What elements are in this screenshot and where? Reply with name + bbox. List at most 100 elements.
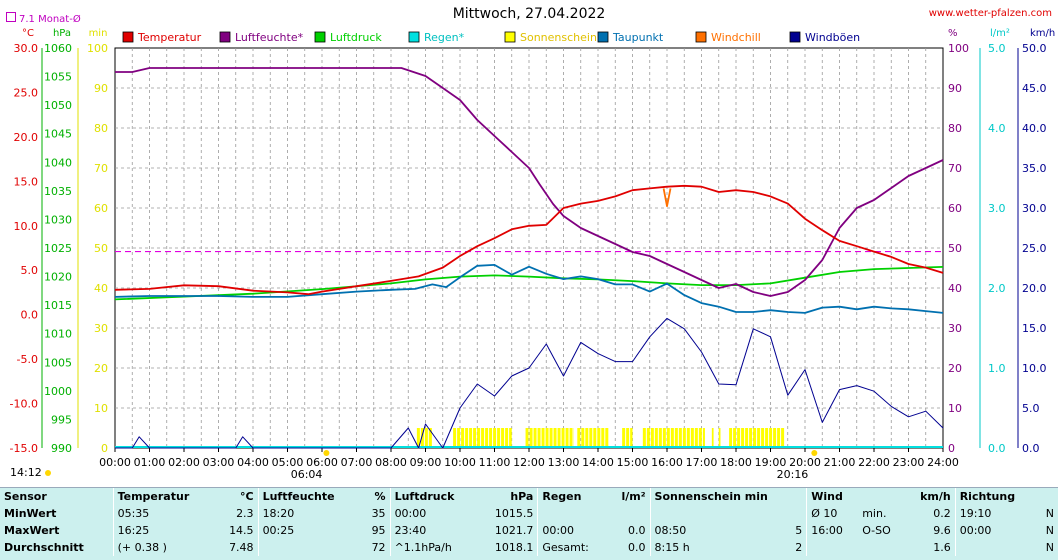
- x-tick-label: 12:00: [513, 456, 545, 469]
- temp-tick-label: -5.0: [17, 353, 38, 366]
- legend-entry: Luftfeuchte*: [235, 31, 304, 44]
- rain-tick-label: 1.0: [988, 362, 1006, 375]
- sunshine-bar: [493, 428, 496, 448]
- summary-cell-rain: 0.0: [608, 539, 650, 556]
- summary-cell-temp: 7.48: [216, 539, 258, 556]
- sunshine-bar: [481, 428, 484, 448]
- x-tick-label: 11:00: [479, 456, 511, 469]
- sunmin-tick-label: 30: [94, 322, 108, 335]
- sunshine-bar: [605, 428, 608, 448]
- sunshine-bar: [566, 428, 569, 448]
- summary-cell-rain-time: Gesamt:: [538, 539, 608, 556]
- sunshine-bar: [538, 428, 541, 448]
- sunshine-bar: [577, 428, 580, 448]
- legend-swatch: [123, 32, 133, 42]
- sunshine-bar: [497, 428, 500, 448]
- summary-cell-rain: 0.0: [608, 522, 650, 539]
- hdr-dir: Richtung: [955, 488, 1037, 505]
- sunmin-tick-label: 80: [94, 122, 108, 135]
- humidity-tick-label: 40: [948, 282, 962, 295]
- sunshine-bar: [558, 428, 561, 448]
- x-tick-label: 13:00: [548, 456, 580, 469]
- pressure-tick-label: 1000: [44, 385, 72, 398]
- summary-cell-label: MaxWert: [0, 522, 113, 539]
- summary-cell-press-time: 23:40: [390, 522, 478, 539]
- sunmin-tick-label: 100: [87, 42, 108, 55]
- sunshine-bar: [765, 428, 768, 448]
- sunshine-bar: [647, 428, 650, 448]
- x-tick-label: 22:00: [858, 456, 890, 469]
- hdr-temp-unit: °C: [216, 488, 258, 505]
- sunset-icon: [811, 450, 817, 456]
- sunshine-bar: [719, 428, 721, 448]
- legend-swatch: [409, 32, 419, 42]
- x-tick-label: 10:00: [444, 456, 476, 469]
- pressure-tick-label: 1030: [44, 213, 72, 226]
- sunshine-bar: [581, 428, 584, 448]
- sunshine-bar: [509, 428, 512, 448]
- summary-cell-wind: 0.2: [905, 505, 955, 522]
- sunmin-tick-label: 50: [94, 242, 108, 255]
- summary-cell-wind: 1.6: [905, 539, 955, 556]
- summary-cell-hum-time: [258, 539, 361, 556]
- temp-tick-label: 0.0: [21, 309, 39, 322]
- summary-cell-press: 1015.5: [478, 505, 538, 522]
- summary-cell-rain-time: 00:00: [538, 522, 608, 539]
- summary-cell-rain-time: [538, 505, 608, 522]
- sunshine-bar: [626, 428, 629, 448]
- sunshine-bar: [761, 428, 764, 448]
- sunshine-bar: [651, 428, 654, 448]
- summary-cell-sun: 5: [766, 522, 807, 539]
- pressure-tick-label: 995: [51, 413, 72, 426]
- wind-tick-label: 5.0: [1022, 402, 1040, 415]
- summary-cell-dir-time: 19:10: [955, 505, 1037, 522]
- sunshine-bar: [461, 428, 464, 448]
- summary-cell-wind-time: 16:00: [807, 522, 859, 539]
- legend-entry: Regen*: [424, 31, 465, 44]
- rain-tick-label: 4.0: [988, 122, 1006, 135]
- humidity-tick-label: 90: [948, 82, 962, 95]
- summary-cell-wind-sub: min.: [858, 505, 905, 522]
- wind-tick-label: 10.0: [1022, 362, 1047, 375]
- legend-entry: Windchill: [711, 31, 761, 44]
- x-tick-label: 04:00: [237, 456, 269, 469]
- sunmin-axis-unit: min: [89, 28, 108, 39]
- summary-cell-press-time: 00:00: [390, 505, 478, 522]
- sunshine-bar: [781, 428, 784, 448]
- temp-tick-label: 20.0: [14, 131, 39, 144]
- legend-entry: Windböen: [805, 31, 860, 44]
- humidity-tick-label: 60: [948, 202, 962, 215]
- pressure-tick-label: 1025: [44, 242, 72, 255]
- summary-cell-hum-time: 18:20: [258, 505, 361, 522]
- sunshine-bar: [712, 428, 714, 448]
- sunshine-bar: [489, 428, 492, 448]
- sunmin-tick-label: 40: [94, 282, 108, 295]
- sunshine-bar: [683, 428, 686, 448]
- sunshine-bar: [659, 428, 662, 448]
- wind-tick-label: 35.0: [1022, 162, 1047, 175]
- temp-tick-label: 30.0: [14, 42, 39, 55]
- pressure-tick-label: 1035: [44, 185, 72, 198]
- rain-tick-label: 2.0: [988, 282, 1006, 295]
- sunshine-bar: [737, 428, 740, 448]
- rain-axis-unit: l/m²: [990, 28, 1010, 39]
- sunshine-bar: [745, 428, 748, 448]
- summary-cell-sun-time: [650, 505, 766, 522]
- summary-cell-dir: N: [1037, 505, 1058, 522]
- wind-tick-label: 40.0: [1022, 122, 1047, 135]
- pressure-tick-label: 1020: [44, 271, 72, 284]
- summary-cell-sun: 2: [766, 539, 807, 556]
- legend-entry: Taupunkt: [612, 31, 664, 44]
- legend-swatch: [505, 32, 515, 42]
- x-tick-label: 23:00: [893, 456, 925, 469]
- sunshine-bar: [570, 428, 573, 448]
- x-tick-label: 03:00: [203, 456, 235, 469]
- wind-tick-label: 15.0: [1022, 322, 1047, 335]
- hdr-hum-unit: %: [361, 488, 390, 505]
- temp-tick-label: 5.0: [21, 264, 39, 277]
- x-tick-label: 01:00: [134, 456, 166, 469]
- sunmin-tick-label: 70: [94, 162, 108, 175]
- sunshine-bar: [585, 428, 588, 448]
- sunshine-bar: [773, 428, 776, 448]
